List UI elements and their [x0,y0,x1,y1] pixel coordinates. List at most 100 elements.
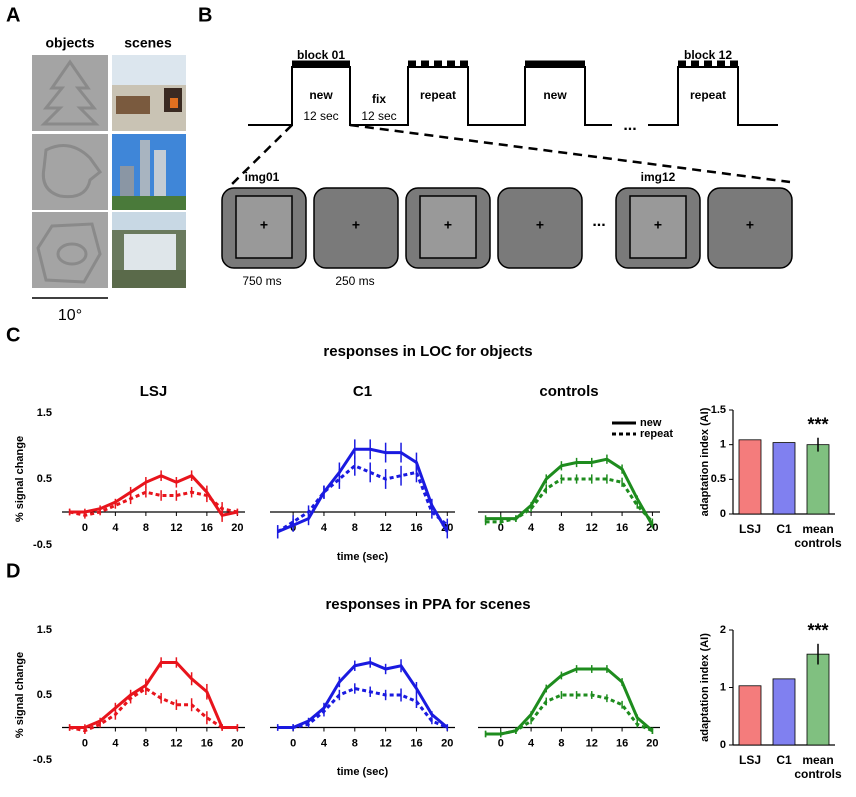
legend-label: repeat [640,428,673,440]
duration-label: 750 ms [242,274,281,288]
bar [772,442,796,515]
y-tick-label: 1.5 [711,404,726,416]
data-line [485,477,654,524]
x-tick-label: 20 [231,522,243,534]
x-tick-label: 0 [498,522,504,534]
scene-images [112,55,186,288]
x-tick-label: 8 [558,522,564,534]
duration-label: 12 sec [361,109,396,123]
legend-label: new [640,417,662,429]
stimulus-frames [221,187,793,269]
data-line [277,660,449,729]
block-label: block 01 [297,48,345,62]
data-line [485,693,654,736]
frame-label: img12 [641,170,676,184]
bar [738,685,762,746]
x-tick-label: 20 [646,737,658,749]
ellipsis: ... [592,213,605,230]
ellipsis: ... [623,117,636,134]
x-tick-label: 0 [498,737,504,749]
x-tick-label: 12 [380,522,392,534]
x-tick-label: LSJ [738,753,761,767]
y-tick-label: 1 [720,681,726,693]
y-axis-label: adaptation index (AI) [699,407,711,516]
x-tick-label: 8 [143,737,149,749]
x-tick-label: 4 [528,737,535,749]
data-line [69,686,238,733]
fixation-cross: + [260,217,268,233]
x-tick-label: 4 [528,522,535,534]
x-axis-label: time (sec) [337,766,389,778]
x-tick-label: 4 [321,522,328,534]
column-header: objects [45,35,94,51]
annotation: *** [807,621,828,641]
block-timeline [227,60,791,189]
fixation-cross: + [536,217,544,233]
x-tick-label: 20 [441,737,453,749]
x-tick-label: 12 [170,737,182,749]
condition-label: new [543,88,567,102]
data-line [69,661,238,729]
frame-label: img01 [245,170,280,184]
x-tick-label: 16 [201,737,213,749]
x-tick-label: 0 [82,522,88,534]
y-axis-label: % signal change [14,652,26,738]
x-tick-label: 12 [170,522,182,534]
y-tick-label: 0.5 [37,473,52,485]
x-tick-label: 16 [616,737,628,749]
x-tick-label: 16 [616,522,628,534]
data-line [485,667,654,736]
x-tick-label: C1 [776,753,792,767]
bar [806,653,830,746]
object-images [32,55,108,288]
x-tick-label: 4 [321,737,328,749]
panel-letter: B [198,4,212,26]
panel-letter: C [6,324,20,346]
y-tick-label: 1.5 [37,407,52,419]
chart-subtitle: controls [539,383,598,400]
x-tick-label: LSJ [738,522,761,536]
fix-label: fix [372,92,386,106]
x-tick-label: 8 [352,522,358,534]
x-tick-label: 20 [231,737,243,749]
y-tick-label: 0 [720,508,726,520]
duration-label: 12 sec [303,109,338,123]
y-tick-label: 1 [720,439,726,451]
y-tick-label: 0 [720,739,726,751]
data-line [69,473,238,517]
chart-title: responses in LOC for objects [323,343,532,360]
column-header: scenes [124,35,172,51]
x-tick-label: 12 [586,522,598,534]
x-tick-label: 4 [112,737,119,749]
x-tick-label: 4 [112,522,119,534]
data-line [277,447,449,534]
x-tick-label: C1 [776,522,792,536]
annotation: *** [807,414,828,434]
y-axis-label: adaptation index (AI) [699,633,711,742]
condition-label: repeat [690,88,726,102]
block-label: block 12 [684,48,732,62]
y-tick-label: 0.5 [37,689,52,701]
condition-label: repeat [420,88,456,102]
y-tick-label: -0.5 [33,754,52,766]
x-tick-label: 8 [352,737,358,749]
x-tick-label: 12 [380,737,392,749]
x-tick-label: 0 [290,737,296,749]
x-tick-label: 0 [82,737,88,749]
data-line [277,686,448,729]
bar [738,439,762,515]
chart-title: responses in PPA for scenes [325,596,530,613]
x-tick-label: 16 [410,522,422,534]
y-tick-label: 1.5 [37,624,52,636]
chart-subtitle: LSJ [140,383,168,400]
condition-label: new [309,88,333,102]
x-tick-label: 16 [410,737,422,749]
chart-subtitle: C1 [353,383,372,400]
data-line [69,490,238,517]
bar [806,444,830,515]
scale-label: 10° [58,307,82,324]
x-tick-label: 8 [558,737,564,749]
y-tick-label: 2 [720,624,726,636]
panel-letter: D [6,560,20,582]
